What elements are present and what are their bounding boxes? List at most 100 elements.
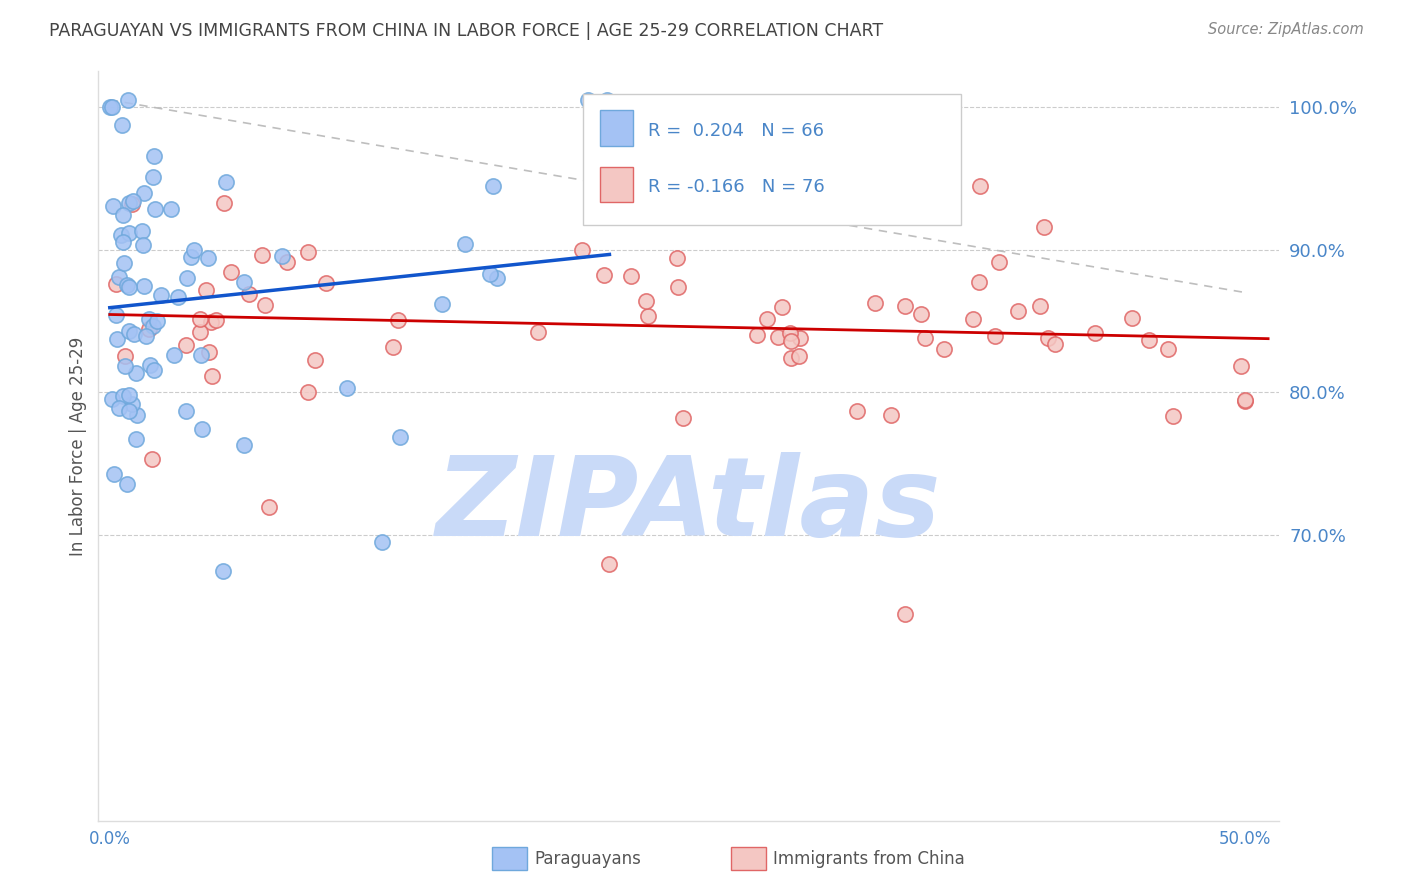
Point	[174, 404, 197, 418]
Point	[962, 312, 984, 326]
Point	[110, 228, 132, 243]
Point	[932, 343, 955, 357]
Point	[780, 334, 803, 348]
Point	[233, 438, 256, 452]
Text: Source: ZipAtlas.com: Source: ZipAtlas.com	[1208, 22, 1364, 37]
Point	[101, 199, 124, 213]
Point	[122, 327, 145, 342]
Point	[297, 384, 319, 399]
Point	[105, 332, 128, 346]
Point	[233, 275, 256, 289]
Point	[112, 389, 135, 403]
Point	[111, 235, 134, 249]
Point	[388, 430, 411, 444]
Point	[117, 93, 139, 107]
Point	[485, 271, 508, 285]
Point	[1029, 299, 1052, 313]
Point	[252, 247, 274, 261]
Point	[167, 290, 190, 304]
FancyBboxPatch shape	[582, 94, 960, 225]
Point	[432, 297, 454, 311]
Point	[969, 179, 991, 194]
Point	[482, 178, 505, 193]
Point	[276, 254, 298, 268]
Point	[779, 351, 801, 366]
Point	[215, 175, 238, 189]
Point	[124, 366, 146, 380]
Point	[195, 284, 218, 298]
Point	[304, 352, 326, 367]
Point	[163, 348, 186, 362]
Point	[1036, 330, 1059, 344]
Point	[138, 322, 160, 336]
Point	[571, 244, 593, 258]
Point	[122, 194, 145, 208]
Point	[141, 451, 163, 466]
Point	[910, 307, 932, 321]
Point	[598, 557, 620, 571]
Point	[114, 349, 136, 363]
Point	[132, 186, 155, 200]
Text: ZIPAtlas: ZIPAtlas	[436, 452, 942, 559]
Point	[1043, 337, 1066, 351]
Point	[865, 295, 887, 310]
Point	[381, 340, 404, 354]
Point	[180, 250, 202, 264]
Y-axis label: In Labor Force | Age 25-29: In Labor Force | Age 25-29	[69, 336, 87, 556]
Point	[201, 369, 224, 384]
Point	[254, 298, 277, 312]
Point	[983, 329, 1005, 343]
Point	[197, 252, 219, 266]
Point	[142, 318, 165, 333]
Point	[146, 314, 169, 328]
Point	[371, 535, 394, 549]
Point	[766, 330, 789, 344]
Point	[219, 265, 242, 279]
Point	[672, 411, 695, 425]
Point	[1137, 333, 1160, 347]
Point	[257, 500, 280, 514]
Point	[135, 329, 157, 343]
Point	[1007, 304, 1029, 318]
Point	[118, 279, 141, 293]
Point	[176, 271, 198, 285]
Point	[174, 337, 197, 351]
Point	[118, 388, 141, 402]
Point	[770, 300, 793, 314]
Text: PARAGUAYAN VS IMMIGRANTS FROM CHINA IN LABOR FORCE | AGE 25-29 CORRELATION CHART: PARAGUAYAN VS IMMIGRANTS FROM CHINA IN L…	[49, 22, 883, 40]
Point	[118, 403, 141, 417]
Point	[105, 277, 128, 291]
Point	[212, 564, 235, 578]
Point	[845, 404, 868, 418]
Point	[125, 408, 148, 422]
Point	[142, 149, 165, 163]
Point	[190, 312, 212, 326]
Point	[131, 224, 153, 238]
Point	[576, 93, 599, 107]
Point	[115, 477, 138, 491]
Point	[112, 256, 135, 270]
Point	[145, 202, 167, 217]
Point	[190, 325, 212, 339]
Point	[789, 349, 811, 363]
Point	[117, 226, 139, 240]
Point	[149, 287, 172, 301]
Point	[191, 422, 214, 436]
Point	[111, 208, 134, 222]
Point	[121, 397, 143, 411]
Point	[98, 100, 121, 114]
Point	[880, 408, 903, 422]
Point	[893, 607, 915, 621]
Point	[205, 313, 228, 327]
Point	[190, 348, 212, 362]
Point	[387, 313, 409, 327]
Point	[1234, 392, 1257, 407]
Point	[118, 195, 141, 210]
Point	[526, 325, 548, 339]
Text: R =  0.204   N = 66: R = 0.204 N = 66	[648, 122, 824, 140]
Point	[893, 299, 915, 313]
Point	[478, 267, 501, 281]
Point	[143, 363, 166, 377]
Point	[1121, 310, 1143, 325]
Point	[596, 93, 619, 107]
